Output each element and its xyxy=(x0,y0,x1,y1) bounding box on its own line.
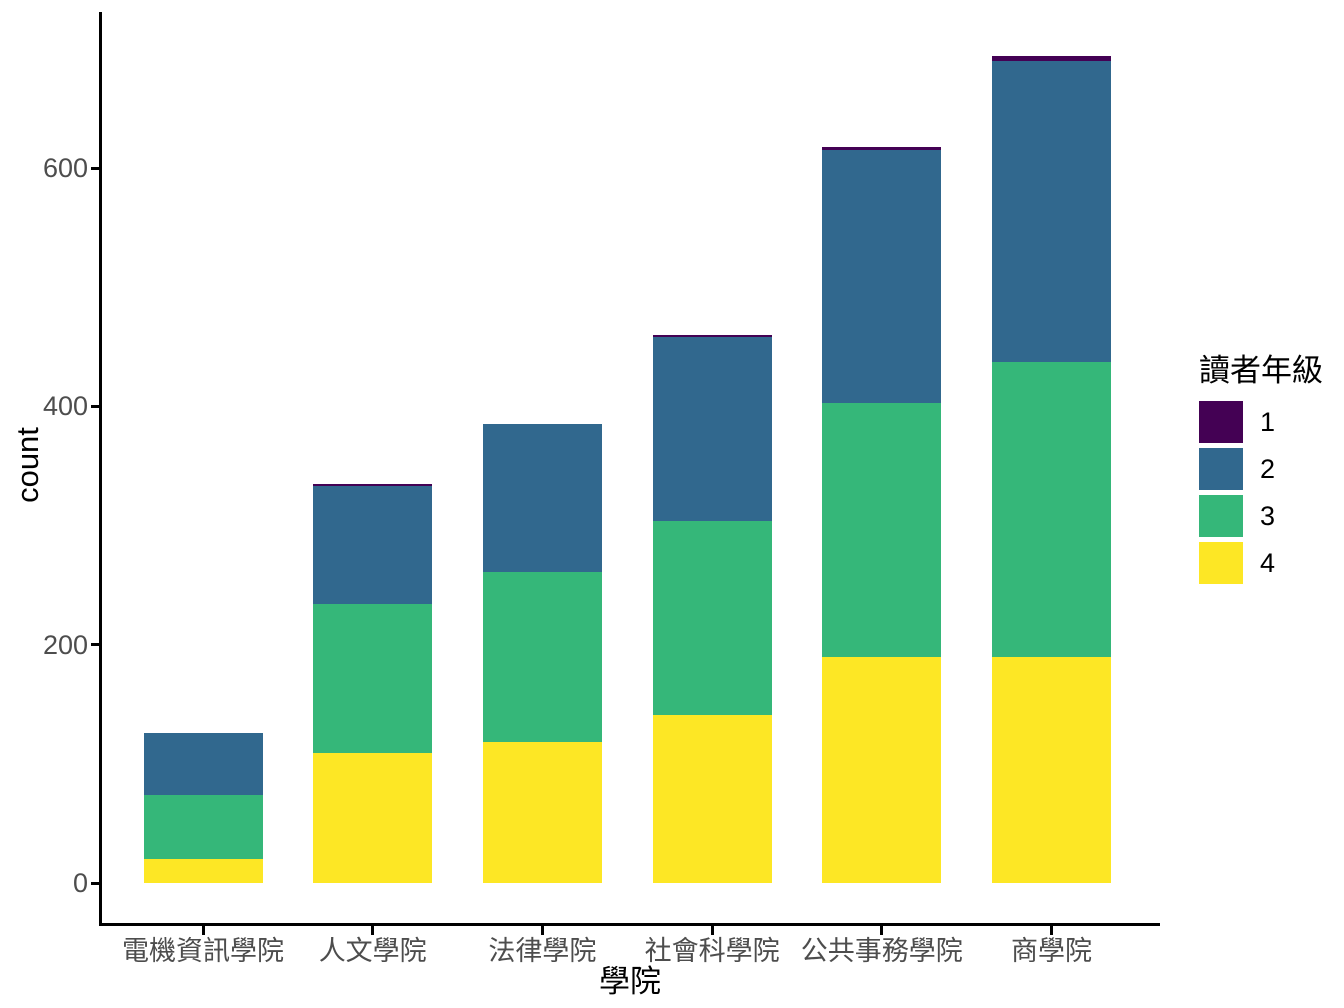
bar-segment-grade-4 xyxy=(652,714,772,883)
x-tick-label: 電機資訊學院 xyxy=(122,936,284,966)
y-tick xyxy=(91,643,100,647)
bar-segment-grade-3 xyxy=(652,520,772,715)
x-axis-line xyxy=(99,923,1160,926)
x-tick-label: 公共事務學院 xyxy=(800,936,963,966)
y-tick-label: 400 xyxy=(42,391,88,422)
bar-segment-grade-2 xyxy=(992,60,1111,363)
legend-item: 3 xyxy=(1199,495,1344,537)
bar-segment-grade-3 xyxy=(482,571,602,743)
x-tick-label: 商學院 xyxy=(1011,936,1092,966)
legend-item: 1 xyxy=(1199,401,1344,443)
legend-item: 2 xyxy=(1199,448,1344,490)
bar-segment-grade-1 xyxy=(313,483,433,487)
x-tick xyxy=(880,926,884,935)
bar-segment-grade-4 xyxy=(482,742,602,883)
y-tick xyxy=(91,404,100,408)
bar-segment-grade-2 xyxy=(313,486,433,605)
bar-segment-grade-3 xyxy=(313,604,433,754)
x-axis-title: 學院 xyxy=(599,964,661,999)
legend-title: 讀者年級 xyxy=(1199,353,1323,388)
y-tick-label: 200 xyxy=(42,629,88,660)
legend-item-label: 1 xyxy=(1260,407,1276,437)
bar-segment-grade-3 xyxy=(992,362,1111,657)
legend-item-label: 2 xyxy=(1260,454,1276,484)
y-axis-title: count xyxy=(10,427,45,503)
y-tick-label: 600 xyxy=(42,153,88,183)
x-tick-label: 法律學院 xyxy=(488,936,597,966)
bar-segment-grade-3 xyxy=(143,794,263,860)
bar-segment-grade-4 xyxy=(822,656,942,883)
legend-key-swatch xyxy=(1199,495,1243,537)
bar-segment-grade-2 xyxy=(822,150,942,403)
bar-segment-grade-1 xyxy=(652,334,772,338)
x-tick xyxy=(540,926,544,935)
x-tick xyxy=(710,926,714,935)
y-tick xyxy=(91,881,100,885)
bar-segment-grade-1 xyxy=(992,55,1111,61)
x-tick xyxy=(371,926,375,935)
legend-item-label: 4 xyxy=(1260,548,1276,578)
bar-segment-grade-4 xyxy=(143,859,263,883)
y-tick-label: 0 xyxy=(72,868,88,898)
x-tick xyxy=(201,926,205,935)
bar-segment-grade-4 xyxy=(313,753,433,883)
legend-key-swatch xyxy=(1199,401,1243,443)
bar-segment-grade-2 xyxy=(482,424,602,572)
y-tick xyxy=(91,166,100,170)
legend-items: 1 2 3 4 xyxy=(1199,401,1344,584)
x-tick-label: 社會科學院 xyxy=(644,936,780,966)
bar-segment-grade-2 xyxy=(652,337,772,521)
legend-item: 4 xyxy=(1199,542,1344,584)
legend-key-swatch xyxy=(1199,542,1243,584)
y-axis-line xyxy=(99,12,102,926)
bar-segment-grade-2 xyxy=(143,732,263,795)
bar-segment-grade-1 xyxy=(822,146,942,151)
x-tick xyxy=(1050,926,1053,935)
legend: 讀者年級 1 2 3 4 xyxy=(1199,352,1344,589)
legend-key-swatch xyxy=(1199,448,1243,490)
bar-segment-grade-3 xyxy=(822,402,942,657)
legend-item-label: 3 xyxy=(1260,501,1276,531)
x-tick-label: 人文學院 xyxy=(318,936,427,966)
bar-segment-grade-4 xyxy=(992,656,1111,883)
